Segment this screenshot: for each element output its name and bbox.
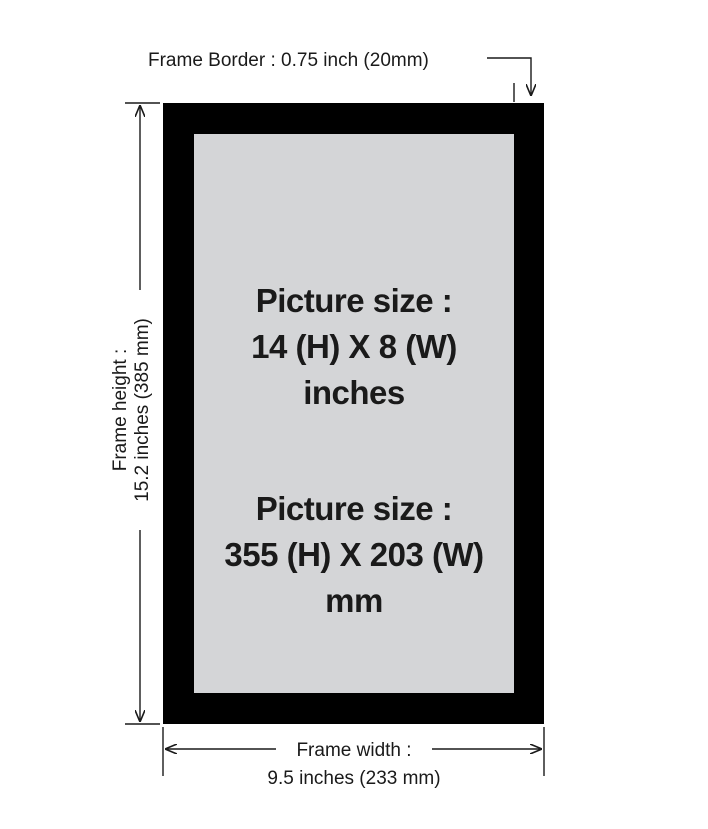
frame-width-label-line1: Frame width : <box>296 740 411 761</box>
picture-size-mm-line2: 355 (H) X 203 (W) <box>224 536 483 573</box>
frame-border-label: Frame Border : 0.75 inch (20mm) <box>148 50 429 71</box>
picture-size-inches-line1: Picture size : <box>256 282 453 319</box>
picture-size-mm-line3: mm <box>325 582 383 619</box>
picture-size-inches-line3: inches <box>303 374 405 411</box>
frame-border-leader <box>487 57 531 95</box>
frame-height-label-line2: 15.2 inches (385 mm) <box>132 318 153 502</box>
picture-area <box>194 134 514 693</box>
frame-width-label-line2: 9.5 inches (233 mm) <box>267 768 440 789</box>
picture-size-inches-line2: 14 (H) X 8 (W) <box>251 328 457 365</box>
frame-height-label-line1: Frame height : <box>110 349 131 472</box>
picture-size-mm-line1: Picture size : <box>256 490 453 527</box>
